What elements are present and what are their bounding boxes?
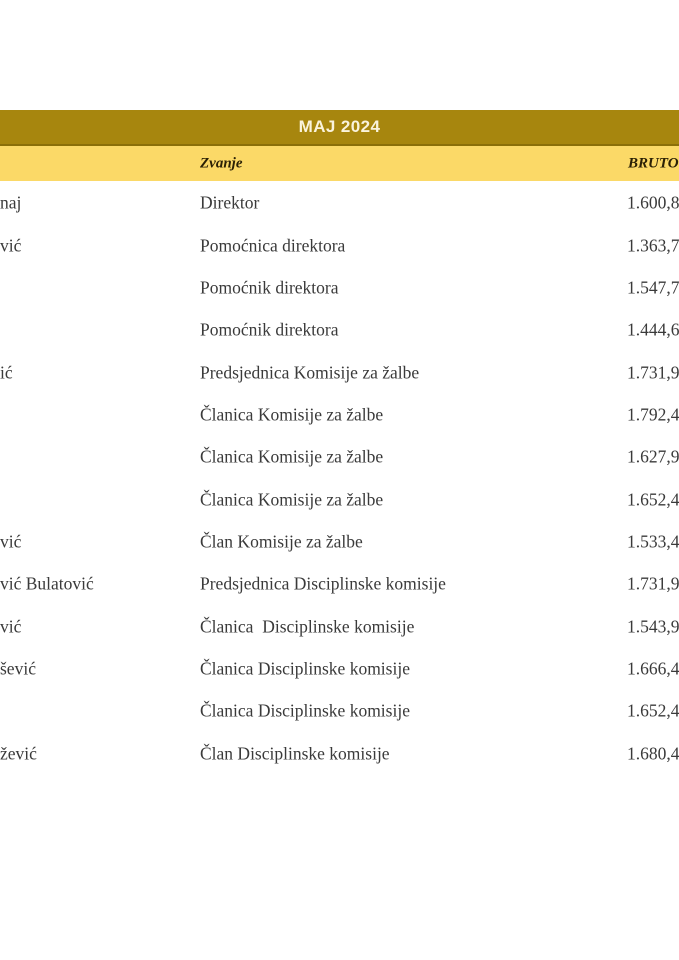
employee-title: Predsjednica Komisije za žalbe xyxy=(200,362,420,383)
table-row: vić Članica Disciplinske komisije 1.543,… xyxy=(0,605,679,647)
table-row: Članica Komisije za žalbe 1.627,9 xyxy=(0,436,679,478)
employee-bruto-amount: 1.652,4 xyxy=(627,489,679,510)
employee-bruto-amount: 1.600,8 xyxy=(627,192,679,213)
table-row: vić Član Komisije za žalbe 1.533,4 xyxy=(0,521,679,563)
employee-title: Članica Disciplinske komisije xyxy=(200,658,410,679)
employee-name-fragment: naj xyxy=(0,192,22,213)
employee-bruto-amount: 1.627,9 xyxy=(627,446,679,467)
table-row: šević Članica Disciplinske komisije 1.66… xyxy=(0,648,679,690)
employee-name-fragment: žević xyxy=(0,743,37,764)
table-body: naj Direktor 1.600,8 vić Pomoćnica direk… xyxy=(0,181,679,775)
column-header-bruto: BRUTO xyxy=(628,155,679,171)
table-row: Članica Disciplinske komisije 1.652,4 xyxy=(0,690,679,732)
employee-bruto-amount: 1.731,9 xyxy=(627,573,679,594)
salary-table: MAJ 2024 Zvanje BRUTO naj Direktor 1.600… xyxy=(0,110,679,775)
employee-bruto-amount: 1.680,4 xyxy=(627,743,679,764)
employee-title: Članica Disciplinske komisije xyxy=(200,700,410,721)
employee-name-fragment: šević xyxy=(0,658,36,679)
employee-title: Pomoćnik direktora xyxy=(200,319,339,340)
employee-bruto-amount: 1.666,4 xyxy=(627,658,679,679)
employee-title: Članica Komisije za žalbe xyxy=(200,489,384,510)
table-row: Pomoćnik direktora 1.547,7 xyxy=(0,267,679,309)
table-row: vić Bulatović Predsjednica Disciplinske … xyxy=(0,563,679,605)
employee-name-fragment: vić xyxy=(0,616,22,637)
employee-title: Predsjednica Disciplinske komisije xyxy=(200,573,446,594)
employee-bruto-amount: 1.533,4 xyxy=(627,531,679,552)
employee-name-fragment: vić xyxy=(0,531,22,552)
column-header-zvanje: Zvanje xyxy=(200,155,243,171)
employee-title: Pomoćnik direktora xyxy=(200,277,339,298)
employee-title: Članica Komisije za žalbe xyxy=(200,404,384,425)
table-title-band: MAJ 2024 xyxy=(0,110,679,146)
employee-name-fragment: vić xyxy=(0,235,22,256)
employee-title: Član Komisije za žalbe xyxy=(200,531,363,552)
table-row: vić Pomoćnica direktora 1.363,7 xyxy=(0,224,679,266)
employee-title: Direktor xyxy=(200,192,260,213)
employee-bruto-amount: 1.444,6 xyxy=(627,319,679,340)
table-row: Članica Komisije za žalbe 1.652,4 xyxy=(0,478,679,520)
employee-name-fragment: ić xyxy=(0,362,13,383)
column-header-row: Zvanje BRUTO xyxy=(0,146,679,181)
employee-bruto-amount: 1.547,7 xyxy=(627,277,679,298)
table-row: naj Direktor 1.600,8 xyxy=(0,182,679,224)
employee-bruto-amount: 1.731,9 xyxy=(627,362,679,383)
employee-title: Članica Komisije za žalbe xyxy=(200,446,384,467)
table-row: žević Član Disciplinske komisije 1.680,4 xyxy=(0,732,679,774)
table-row: Pomoćnik direktora 1.444,6 xyxy=(0,309,679,351)
employee-name-fragment: vić Bulatović xyxy=(0,573,94,594)
employee-bruto-amount: 1.652,4 xyxy=(627,700,679,721)
table-row: Članica Komisije za žalbe 1.792,4 xyxy=(0,394,679,436)
employee-title: Članica Disciplinske komisije xyxy=(200,616,415,637)
employee-bruto-amount: 1.363,7 xyxy=(627,235,679,256)
table-title: MAJ 2024 xyxy=(298,117,381,136)
table-row: ić Predsjednica Komisije za žalbe 1.731,… xyxy=(0,351,679,393)
employee-title: Pomoćnica direktora xyxy=(200,235,346,256)
employee-title: Član Disciplinske komisije xyxy=(200,743,390,764)
employee-bruto-amount: 1.543,9 xyxy=(627,616,679,637)
employee-bruto-amount: 1.792,4 xyxy=(627,404,679,425)
